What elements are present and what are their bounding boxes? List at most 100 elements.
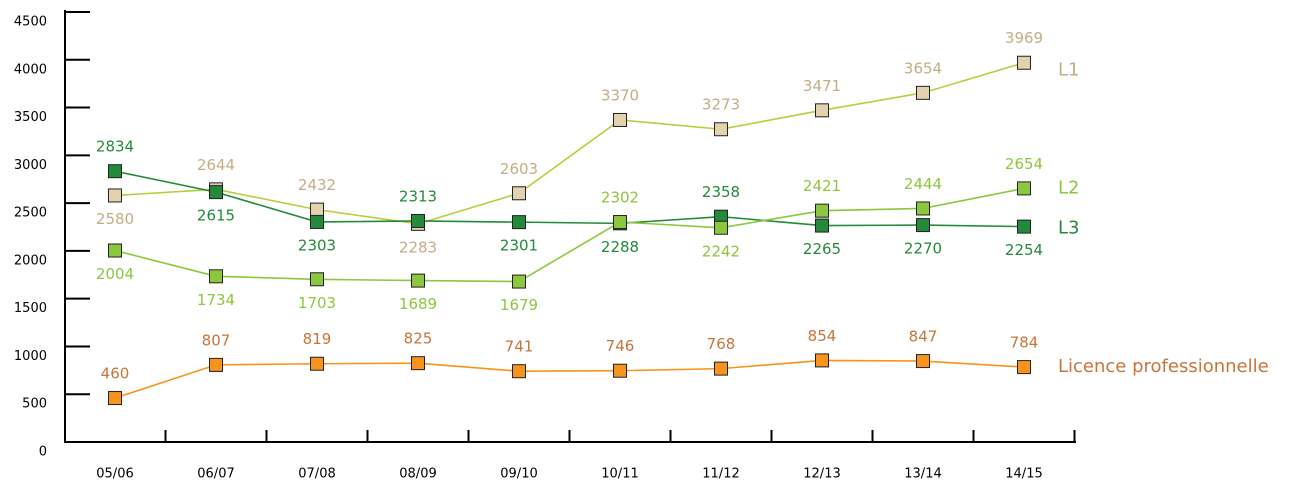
data-label: 2288: [601, 238, 639, 256]
data-label: 3273: [702, 96, 740, 114]
x-tick-label: 06/07: [197, 467, 234, 482]
data-label: 741: [505, 338, 534, 356]
point-marker: [310, 214, 324, 229]
data-label: 3654: [904, 59, 942, 77]
data-label: 1689: [399, 295, 437, 313]
point-marker: [108, 391, 122, 406]
x-tick-label: 08/09: [399, 467, 436, 482]
data-label: 1679: [500, 296, 538, 314]
point-marker: [714, 220, 728, 235]
data-label: 1703: [298, 294, 336, 312]
point-marker: [1017, 55, 1031, 70]
point-marker: [411, 356, 425, 371]
point-marker: [613, 363, 627, 378]
y-tick-label: 1000: [14, 349, 47, 364]
data-label: 768: [707, 335, 736, 353]
y-tick-label: 1500: [14, 301, 47, 316]
point-marker: [1017, 219, 1031, 234]
point-marker: [411, 213, 425, 228]
point-marker: [512, 215, 526, 230]
data-label: 2580: [96, 210, 134, 228]
point-marker: [512, 186, 526, 201]
point-marker: [512, 364, 526, 379]
x-tick-label: 09/10: [500, 467, 537, 482]
data-label: 2654: [1005, 155, 1043, 173]
y-tick-label: 2000: [14, 253, 47, 268]
data-label: 460: [101, 365, 130, 383]
series-name: L1: [1058, 60, 1079, 81]
x-tick-label: 13/14: [904, 467, 941, 482]
data-label: 2358: [702, 183, 740, 201]
point-marker: [613, 215, 627, 230]
point-marker: [310, 202, 324, 217]
data-label: 854: [808, 327, 837, 345]
data-label: 3370: [601, 86, 639, 104]
series-name: L2: [1058, 177, 1079, 198]
point-marker: [714, 361, 728, 376]
data-label: 2444: [904, 175, 942, 193]
data-label: 807: [202, 331, 231, 349]
point-marker: [916, 354, 930, 369]
data-label: 2301: [500, 237, 538, 255]
series-line: [114, 187, 1025, 283]
point-marker: [815, 218, 829, 233]
data-label: 1734: [197, 291, 235, 309]
data-label: 2254: [1005, 241, 1043, 259]
x-tick-label: 05/06: [96, 467, 133, 482]
point-marker: [714, 122, 728, 137]
data-label: 3471: [803, 77, 841, 95]
point-marker: [916, 218, 930, 233]
point-marker: [310, 272, 324, 287]
y-tick-label: 2500: [14, 206, 47, 221]
point-marker: [512, 274, 526, 289]
point-marker: [108, 164, 122, 179]
data-label: 2313: [399, 187, 437, 205]
data-label: 2242: [702, 242, 740, 260]
data-label: 2615: [197, 207, 235, 225]
data-label: 825: [404, 330, 433, 348]
point-marker: [209, 357, 223, 372]
point-marker: [108, 243, 122, 258]
point-marker: [916, 85, 930, 100]
point-marker: [815, 103, 829, 118]
y-tick-label: 3500: [14, 110, 47, 125]
y-tick-label: 0: [39, 445, 47, 460]
y-tick-label: 4000: [14, 62, 47, 77]
point-marker: [1017, 181, 1031, 196]
data-label: 2265: [803, 240, 841, 258]
series-line: [114, 359, 1025, 399]
series-name: Licence professionnelle: [1058, 356, 1269, 377]
data-label: 746: [606, 337, 635, 355]
point-marker: [815, 203, 829, 218]
x-tick-label: 11/12: [702, 467, 739, 482]
series-name: L3: [1058, 218, 1079, 239]
point-marker: [209, 269, 223, 284]
series-line: [114, 170, 1025, 228]
data-label: 2834: [96, 138, 134, 156]
y-tick-label: 4500: [14, 15, 47, 30]
point-marker: [411, 273, 425, 288]
point-marker: [209, 185, 223, 200]
data-label: 3969: [1005, 29, 1043, 47]
x-tick-label: 10/11: [601, 467, 638, 482]
y-tick-label: 3000: [14, 158, 47, 173]
data-label: 2432: [298, 176, 336, 194]
x-tick-label: 12/13: [803, 467, 840, 482]
point-marker: [310, 356, 324, 371]
x-tick-label: 14/15: [1005, 467, 1042, 482]
data-label: 2270: [904, 240, 942, 258]
point-marker: [815, 353, 829, 368]
data-label: 2283: [399, 238, 437, 256]
point-marker: [1017, 360, 1031, 375]
series-line: [114, 61, 1025, 225]
x-tick-label: 07/08: [298, 467, 335, 482]
y-tick-label: 500: [22, 397, 47, 412]
data-label: 2302: [601, 189, 639, 207]
data-label: 2421: [803, 177, 841, 195]
data-label: 847: [909, 328, 938, 346]
data-label: 784: [1010, 334, 1039, 352]
point-marker: [613, 112, 627, 127]
data-label: 2603: [500, 160, 538, 178]
data-label: 819: [303, 330, 332, 348]
